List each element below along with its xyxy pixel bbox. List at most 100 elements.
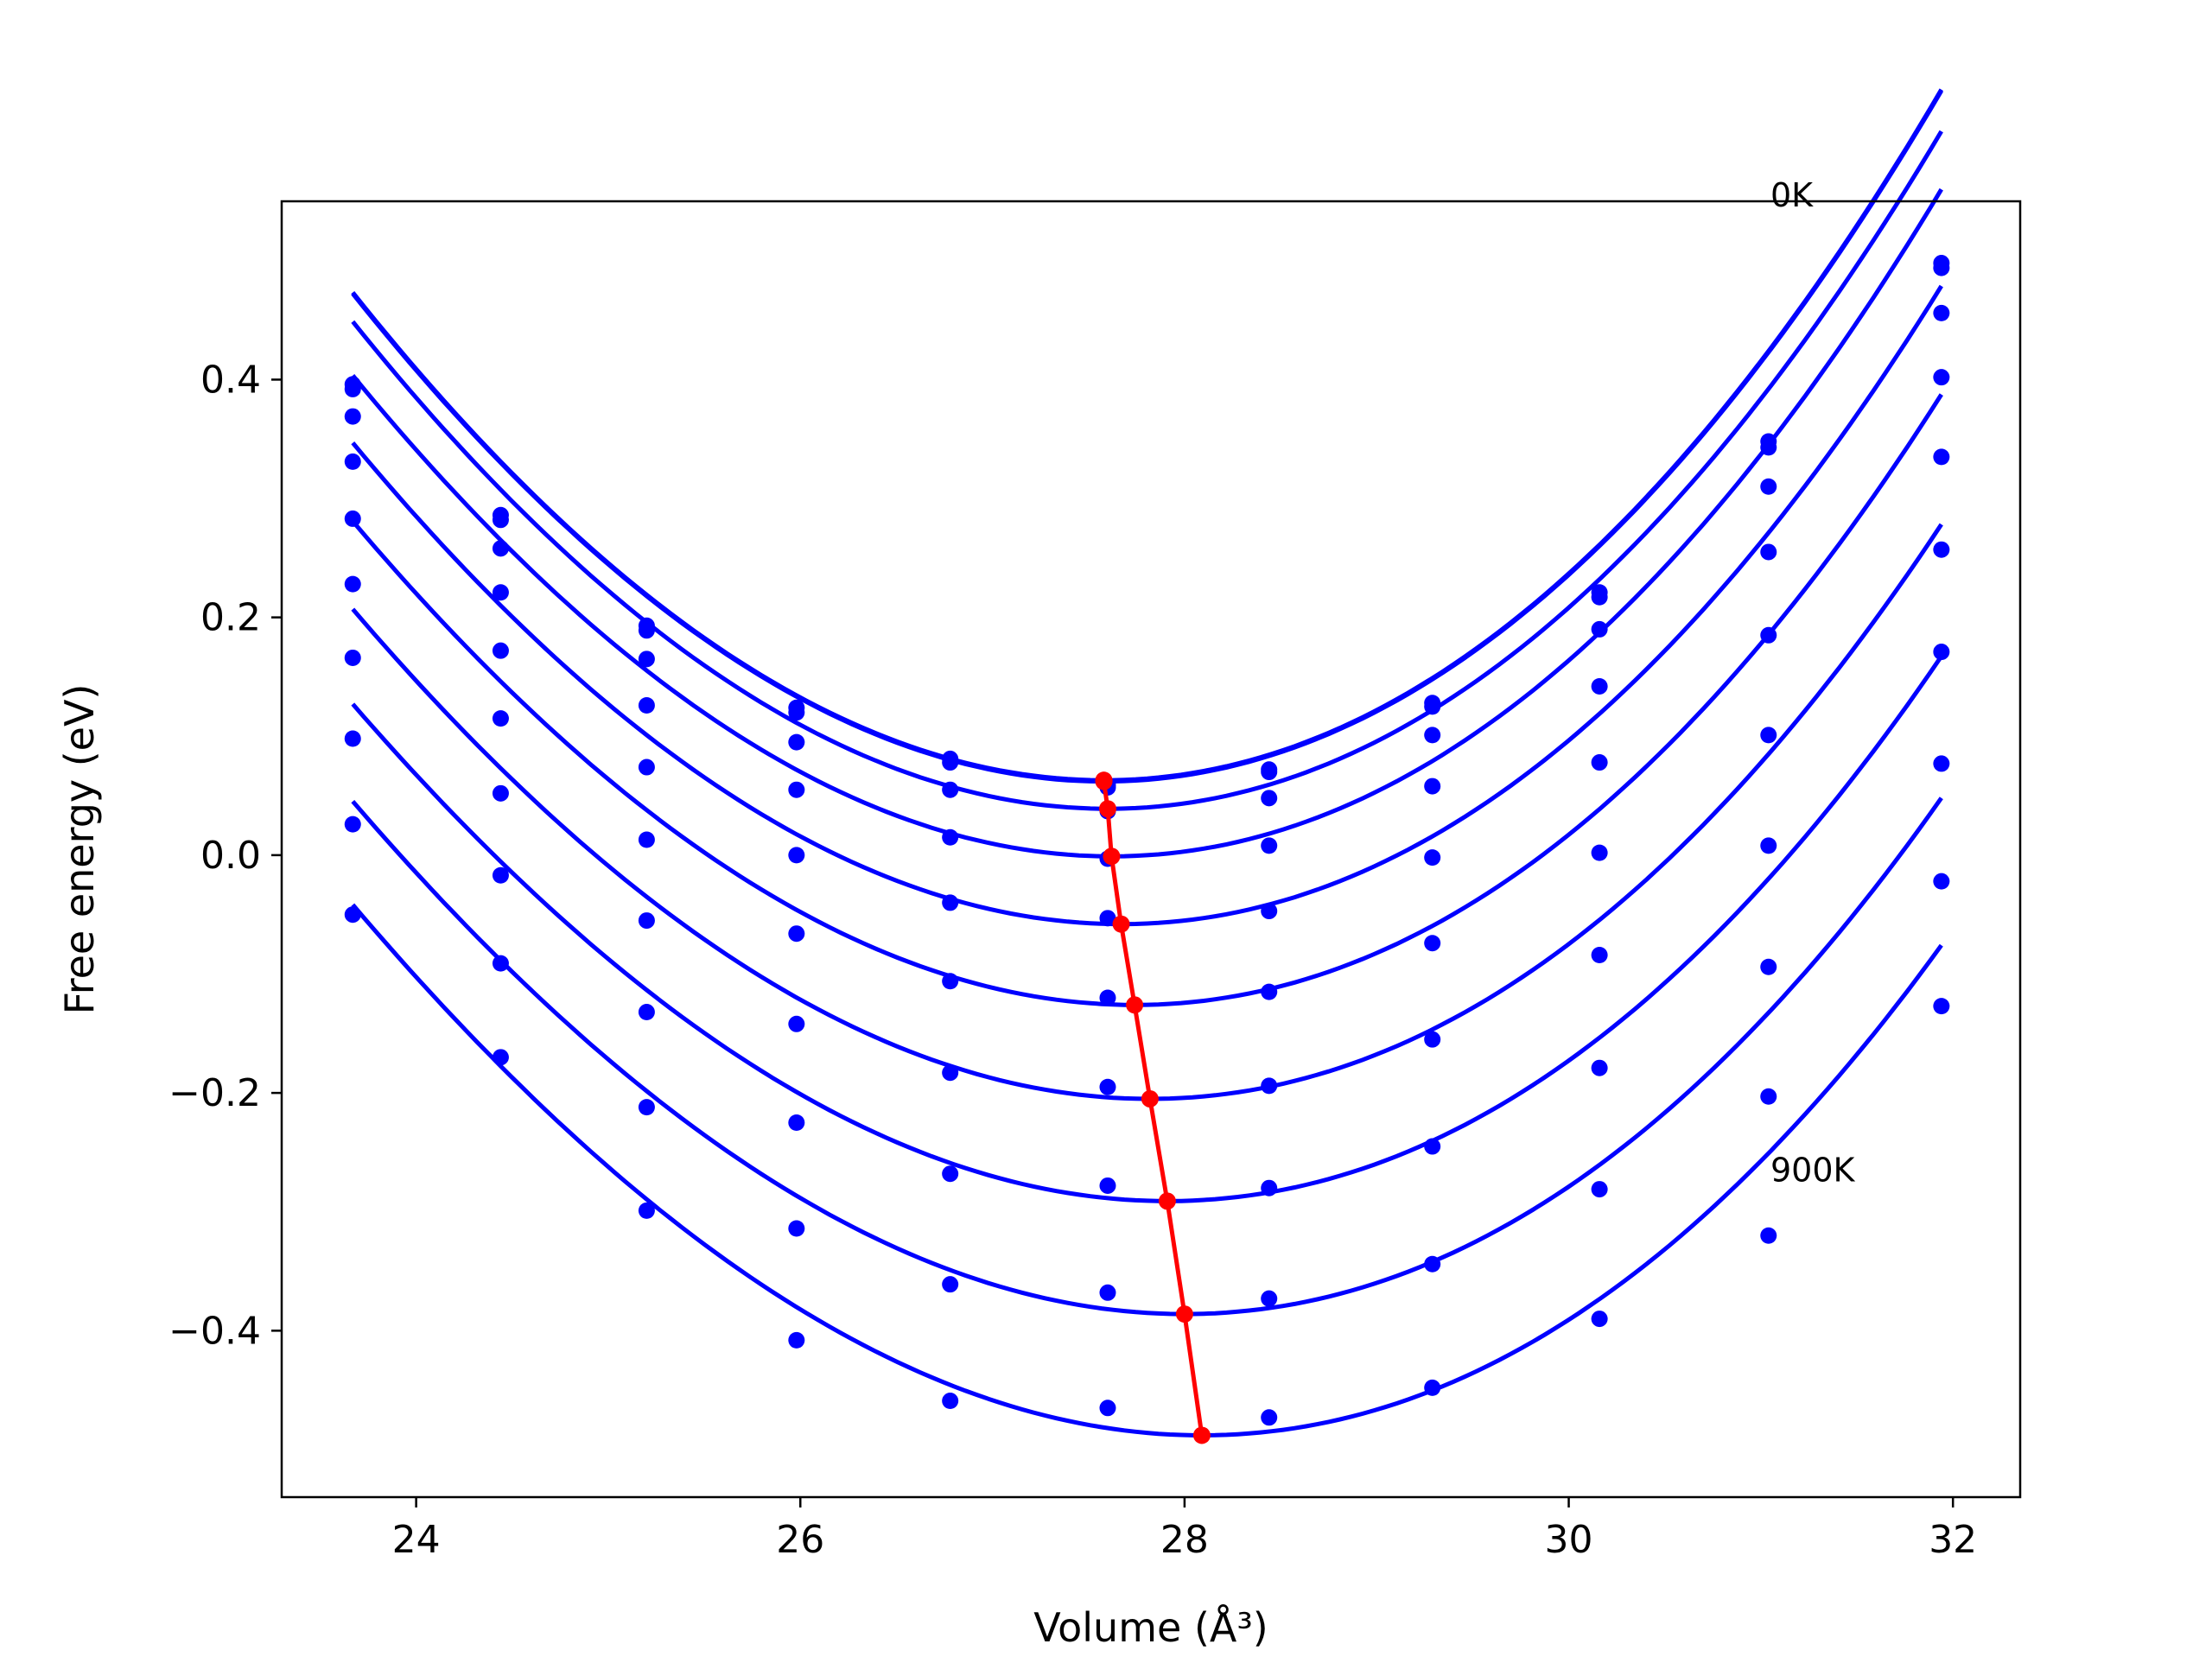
data-point bbox=[1760, 439, 1777, 455]
data-point bbox=[1592, 621, 1608, 638]
chart: 24 26 28 30 32 0.4 0.2 0.0 −0.2 −0.4 0K 900K Volu… bbox=[0, 0, 2212, 1659]
data-point bbox=[1933, 755, 1949, 771]
data-point bbox=[1933, 873, 1949, 890]
data-point bbox=[345, 511, 361, 527]
data-point bbox=[1424, 727, 1440, 743]
data-point bbox=[1933, 260, 1949, 276]
x-tick-label: 24 bbox=[392, 1518, 441, 1562]
data-point bbox=[1261, 903, 1277, 919]
data-point bbox=[639, 651, 655, 667]
data-point bbox=[639, 1004, 655, 1020]
data-point bbox=[942, 754, 958, 771]
data-point bbox=[942, 973, 958, 989]
minimum-point bbox=[1141, 1090, 1159, 1108]
data-point bbox=[1933, 448, 1949, 465]
data-point bbox=[1592, 947, 1608, 963]
data-point bbox=[1933, 369, 1949, 385]
curve-annotation: 0K bbox=[1770, 176, 1814, 214]
data-point bbox=[788, 1220, 804, 1236]
fit-curve-8 bbox=[353, 798, 1942, 1314]
data-point bbox=[639, 697, 655, 714]
minimum-point bbox=[1099, 800, 1116, 817]
data-point bbox=[1099, 1079, 1116, 1095]
fit-curve-3 bbox=[353, 189, 1942, 856]
data-point bbox=[788, 734, 804, 751]
fit-curves bbox=[353, 90, 1942, 1436]
data-point bbox=[1760, 543, 1777, 560]
data-point bbox=[1099, 1400, 1116, 1416]
data-point bbox=[788, 847, 804, 863]
data-point bbox=[1760, 627, 1777, 644]
data-point bbox=[942, 782, 958, 798]
data-point bbox=[493, 785, 509, 802]
data-point bbox=[942, 1393, 958, 1409]
data-point bbox=[1933, 542, 1949, 558]
data-point bbox=[1424, 849, 1440, 866]
minimum-point bbox=[1103, 847, 1120, 865]
data-point bbox=[1261, 1180, 1277, 1196]
free-energy-volume-chart: 24 26 28 30 32 0.40.20.0−0.2−0.4 0K900K Volu… bbox=[0, 0, 2212, 1659]
data-point bbox=[942, 1165, 958, 1182]
fit-curve-9 bbox=[353, 904, 1942, 1435]
fit-curve-1 bbox=[353, 91, 1942, 782]
data-point bbox=[1760, 727, 1777, 743]
data-point bbox=[345, 731, 361, 747]
data-point bbox=[493, 584, 509, 600]
fit-curve-5 bbox=[353, 395, 1942, 1006]
curve-annotation: 900K bbox=[1770, 1152, 1856, 1190]
data-point bbox=[345, 381, 361, 397]
data-point bbox=[1760, 1228, 1777, 1244]
minimum-point bbox=[1113, 916, 1130, 933]
data-point bbox=[1261, 1409, 1277, 1425]
data-point bbox=[1099, 1285, 1116, 1301]
data-point bbox=[345, 906, 361, 923]
data-point bbox=[942, 829, 958, 846]
data-point bbox=[1424, 935, 1440, 951]
data-point bbox=[345, 650, 361, 666]
data-point bbox=[639, 831, 655, 847]
data-point bbox=[1933, 305, 1949, 321]
y-axis-title: Free energy (eV) bbox=[56, 684, 103, 1015]
y-axis-ticks: 0.4 0.2 0.0 −0.2 −0.4 bbox=[168, 358, 282, 1353]
data-point bbox=[788, 1016, 804, 1032]
data-point bbox=[942, 1064, 958, 1081]
data-point bbox=[1099, 1177, 1116, 1194]
data-point bbox=[1592, 754, 1608, 771]
data-point bbox=[493, 710, 509, 727]
data-point bbox=[345, 816, 361, 833]
data-point bbox=[1261, 984, 1277, 1000]
data-point bbox=[1261, 837, 1277, 854]
data-point bbox=[1760, 837, 1777, 854]
x-tick-label: 28 bbox=[1160, 1518, 1209, 1562]
data-point bbox=[639, 1203, 655, 1219]
minimum-path bbox=[1096, 771, 1211, 1444]
data-point bbox=[1261, 790, 1277, 806]
data-point bbox=[345, 576, 361, 593]
minimum-point bbox=[1159, 1192, 1176, 1209]
data-point bbox=[1424, 1380, 1440, 1396]
data-point bbox=[942, 894, 958, 911]
x-axis-ticks: 24 26 28 30 32 bbox=[392, 1497, 1978, 1562]
data-point bbox=[493, 540, 509, 556]
fit-curve-4 bbox=[353, 286, 1942, 924]
data-point bbox=[1760, 479, 1777, 495]
data-point bbox=[1592, 589, 1608, 606]
data-point bbox=[493, 867, 509, 884]
data-point bbox=[639, 759, 655, 776]
data-point bbox=[493, 511, 509, 528]
data-point bbox=[788, 925, 804, 942]
data-point bbox=[788, 1114, 804, 1131]
data-point bbox=[788, 1332, 804, 1349]
data-point bbox=[1424, 1031, 1440, 1048]
y-tick-label: −0.4 bbox=[168, 1309, 261, 1353]
data-point bbox=[639, 912, 655, 929]
y-tick-label: 0.4 bbox=[200, 358, 261, 402]
data-point bbox=[639, 622, 655, 638]
data-point bbox=[493, 955, 509, 972]
x-axis-title: Volume (Å³) bbox=[1033, 1604, 1268, 1651]
data-point bbox=[1261, 1291, 1277, 1307]
minimum-point bbox=[1176, 1305, 1193, 1323]
data-point bbox=[1760, 959, 1777, 975]
y-tick-label: 0.0 bbox=[200, 834, 261, 878]
x-tick-label: 26 bbox=[776, 1518, 824, 1562]
